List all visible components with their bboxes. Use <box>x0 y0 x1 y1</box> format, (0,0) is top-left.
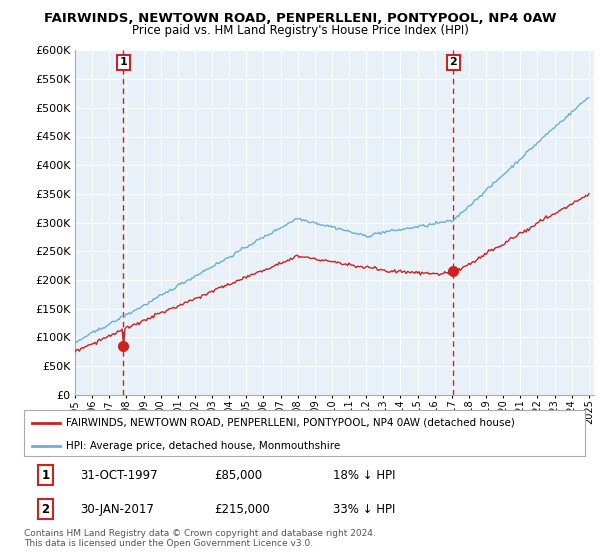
Text: £85,000: £85,000 <box>215 469 263 482</box>
Text: Contains HM Land Registry data © Crown copyright and database right 2024.: Contains HM Land Registry data © Crown c… <box>24 529 376 538</box>
Text: FAIRWINDS, NEWTOWN ROAD, PENPERLLENI, PONTYPOOL, NP4 0AW (detached house): FAIRWINDS, NEWTOWN ROAD, PENPERLLENI, PO… <box>66 418 515 428</box>
Text: 2: 2 <box>41 503 49 516</box>
Text: 30-JAN-2017: 30-JAN-2017 <box>80 503 154 516</box>
Text: £215,000: £215,000 <box>215 503 271 516</box>
Text: 18% ↓ HPI: 18% ↓ HPI <box>332 469 395 482</box>
Text: 1: 1 <box>41 469 49 482</box>
Text: 2: 2 <box>449 57 457 67</box>
Text: 1: 1 <box>119 57 127 67</box>
Text: Price paid vs. HM Land Registry's House Price Index (HPI): Price paid vs. HM Land Registry's House … <box>131 24 469 36</box>
Text: FAIRWINDS, NEWTOWN ROAD, PENPERLLENI, PONTYPOOL, NP4 0AW: FAIRWINDS, NEWTOWN ROAD, PENPERLLENI, PO… <box>44 12 556 25</box>
Text: 33% ↓ HPI: 33% ↓ HPI <box>332 503 395 516</box>
Text: This data is licensed under the Open Government Licence v3.0.: This data is licensed under the Open Gov… <box>24 539 313 548</box>
Text: HPI: Average price, detached house, Monmouthshire: HPI: Average price, detached house, Monm… <box>66 441 340 451</box>
Text: 31-OCT-1997: 31-OCT-1997 <box>80 469 158 482</box>
